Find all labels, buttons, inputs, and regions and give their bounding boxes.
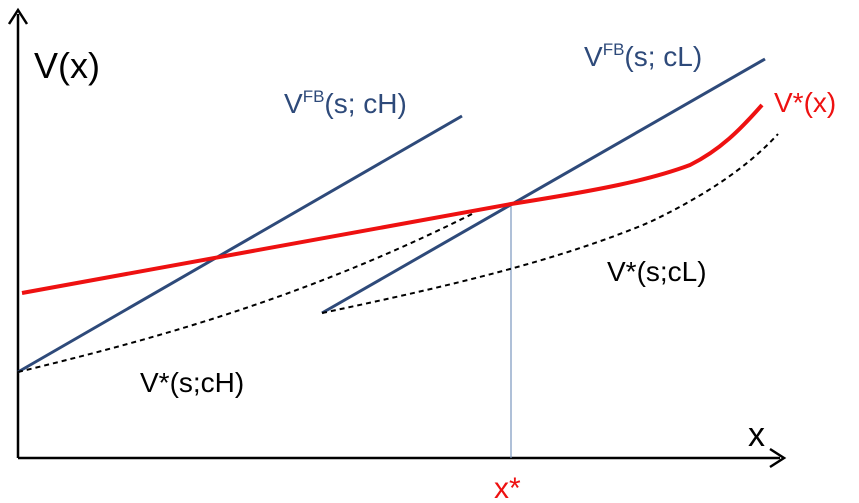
y-axis-arrowhead: [7, 7, 29, 25]
vstar-cl-dashed-curve: [321, 133, 779, 314]
vstar-x-label: V*(x): [774, 87, 836, 118]
vfb-ch-label-base: V: [284, 88, 303, 119]
vfb-ch-line: [17, 114, 463, 374]
vstar-ch-dashed-curve: [17, 213, 473, 373]
x-star-label: x*: [494, 472, 521, 503]
vfb-cl-label-sup: FB: [603, 40, 625, 59]
vstar-cl-label: V*(s;cL): [607, 256, 707, 287]
vfb-cl-label-args: (s; cL): [624, 41, 702, 72]
vfb-cl-line: [321, 57, 766, 315]
vstar-ch-label: V*(s;cH): [140, 367, 244, 398]
vfb-ch-label-sup: FB: [303, 87, 325, 106]
vfb-cl-label-base: V: [584, 41, 603, 72]
x-axis-arrowhead: [769, 447, 787, 469]
vstar-x-curve: [21, 103, 764, 295]
y-axis-label: V(x): [34, 45, 100, 86]
vfb-ch-label-args: (s; cH): [324, 88, 406, 119]
vfb-cl-label: VFB(s; cL): [584, 40, 702, 72]
vfb-ch-label: VFB(s; cH): [284, 87, 407, 119]
x-axis-label: x: [748, 416, 765, 454]
